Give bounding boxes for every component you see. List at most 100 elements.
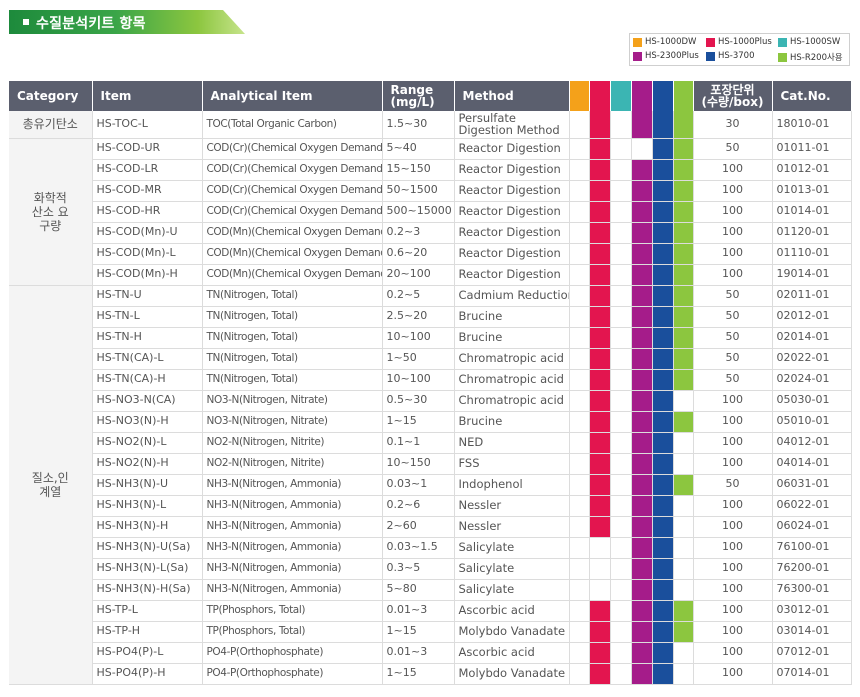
compat-mark-hs-2300plus [631,390,653,412]
pack-unit-cell: 50 [693,348,773,370]
analytical-item-cell: NO3-N(Nitrogen, Nitrate) [202,390,383,412]
item-cell: HS-PO4(P)-H [92,663,203,685]
compat-mark-hs-1000plus [589,369,611,391]
table-row: HS-PO4(P)-H PO4-P(Orthophosphate) 1~15 Moly… [9,663,852,685]
item-cell: HS-NH3(N)-L(Sa) [92,558,203,580]
range-cell: 0.01~3 [382,642,455,664]
compat-mark-hs-1000sw [610,180,632,202]
legend-label: HS-1000SW [790,37,841,47]
method-cell: Reactor Digestion [454,138,570,160]
compat-mark-hs-1000plus [589,243,611,265]
compat-mark-hs-1000dw [569,348,590,370]
legend-swatch [778,52,787,62]
compat-mark-hs-3700 [652,642,674,664]
compat-mark-hs-1000plus [589,306,611,328]
compat-mark-hs-1000plus [589,411,611,433]
table-row: HS-NO3-N(CA) NO3-N(Nitrogen, Nitrate) 0.5~… [9,390,852,412]
analytical-item-cell: COD(Mn)(Chemical Oxygen Demand) [202,243,383,265]
method-cell: Brucine [454,327,570,349]
compat-mark-hs-1000sw [610,411,632,433]
method-cell: Reactor Digestion [454,243,570,265]
compat-mark-hs-1000sw [610,537,632,559]
compat-mark-hs-1000sw [610,600,632,622]
compat-mark-hs-1000plus [589,474,611,496]
compat-mark-hs-1000sw [610,432,632,454]
table-row: 총유기탄소 HS-TOC-L TOC(Total Organic Carbon) 1.… [9,111,852,139]
compat-mark-hs-3700 [652,111,674,139]
analytical-item-cell: NO2-N(Nitrogen, Nitrite) [202,432,383,454]
pack-unit-cell: 100 [693,516,773,538]
analytical-item-cell: COD(Cr)(Chemical Oxygen Demand) [202,180,383,202]
compat-mark-hs-2300plus [631,453,653,475]
pack-unit-cell: 100 [693,390,773,412]
compat-mark-hs-2300plus [631,495,653,517]
compat-mark-hs-1000sw [610,285,632,307]
compat-mark-hs-3700 [652,285,674,307]
method-cell: Brucine [454,306,570,328]
method-cell: Molybdo Vanadate [454,621,570,643]
title-bullet [23,19,29,25]
pack-unit-cell: 50 [693,285,773,307]
pack-unit-cell: 100 [693,621,773,643]
compat-mark-hs-1000dw [569,285,590,307]
table-row: HS-TP-H TP(Phosphors, Total) 1~15 Molybdo V… [9,621,852,643]
cat-no-cell: 76100-01 [772,537,852,559]
compat-mark-hs-1000sw [610,663,632,685]
range-cell: 0.2~5 [382,285,455,307]
compat-mark-hs-3700 [652,222,674,244]
compat-mark-hs-1000plus [589,138,611,160]
cat-no-cell: 06031-01 [772,474,852,496]
pack-unit-cell: 100 [693,432,773,454]
table-row: HS-TN(CA)-L TN(Nitrogen, Total) 1~50 Chroma… [9,348,852,370]
analytical-item-cell: NH3-N(Nitrogen, Ammonia) [202,558,383,580]
compat-mark-hs-1000plus [589,516,611,538]
table-row: HS-TN(CA)-H TN(Nitrogen, Total) 10~100 Chro… [9,369,852,391]
cat-no-cell: 07012-01 [772,642,852,664]
analytical-item-cell: COD(Cr)(Chemical Oxygen Demand) [202,159,383,181]
compat-mark-hs-1000plus [589,621,611,643]
compat-mark-hs-1000dw [569,516,590,538]
analytical-item-cell: TN(Nitrogen, Total) [202,348,383,370]
compat-mark-hs-2300plus [631,579,653,601]
analytical-item-cell: NH3-N(Nitrogen, Ammonia) [202,516,383,538]
item-cell: HS-TN-L [92,306,203,328]
compat-mark-hs-1000dw [569,537,590,559]
range-cell: 2.5~20 [382,306,455,328]
legend-swatch [706,51,715,61]
compat-mark-hs-3700 [652,369,674,391]
compat-mark-hs-3700 [652,243,674,265]
compat-mark-hs-2300plus [631,474,653,496]
method-cell: Reactor Digestion [454,180,570,202]
pack-unit-cell: 100 [693,453,773,475]
item-cell: HS-NH3(N)-H(Sa) [92,579,203,601]
cat-no-cell: 05030-01 [772,390,852,412]
category-label: 질소,인 계열 [31,470,69,499]
compat-mark-hs-1000plus [589,663,611,685]
compat-mark-hs-r200- [673,663,694,685]
compat-mark-hs-1000sw [610,495,632,517]
compat-mark-hs-1000sw [610,369,632,391]
compat-mark-hs-1000plus [589,642,611,664]
item-cell: HS-NH3(N)-U(Sa) [92,537,203,559]
compat-mark-hs-1000dw [569,111,590,139]
pack-unit-cell: 100 [693,243,773,265]
pack-unit-cell: 100 [693,159,773,181]
table-row: HS-COD(Mn)-U COD(Mn)(Chemical Oxygen Dema… [9,222,852,244]
pack-unit-cell: 50 [693,306,773,328]
compat-mark-hs-2300plus [631,369,653,391]
compat-mark-hs-1000sw [610,579,632,601]
compat-mark-hs-3700 [652,159,674,181]
compat-mark-hs-2300plus [631,180,653,202]
header-pack-line1: 포장단위 [710,83,755,97]
cat-no-cell: 04014-01 [772,453,852,475]
compat-mark-hs-3700 [652,663,674,685]
header-swatch-hs-2300plus [631,81,653,111]
compat-mark-hs-1000dw [569,138,590,160]
table-row: HS-COD-MR COD(Cr)(Chemical Oxygen Demand)… [9,180,852,202]
compat-mark-hs-2300plus [631,111,653,139]
table-row: HS-COD(Mn)-H COD(Mn)(Chemical Oxygen Dema… [9,264,852,286]
method-cell: Persulfate Digestion Method [454,111,570,139]
compat-mark-hs-1000sw [610,111,632,139]
method-cell: Nessler [454,495,570,517]
cat-no-cell: 18010-01 [772,111,852,139]
